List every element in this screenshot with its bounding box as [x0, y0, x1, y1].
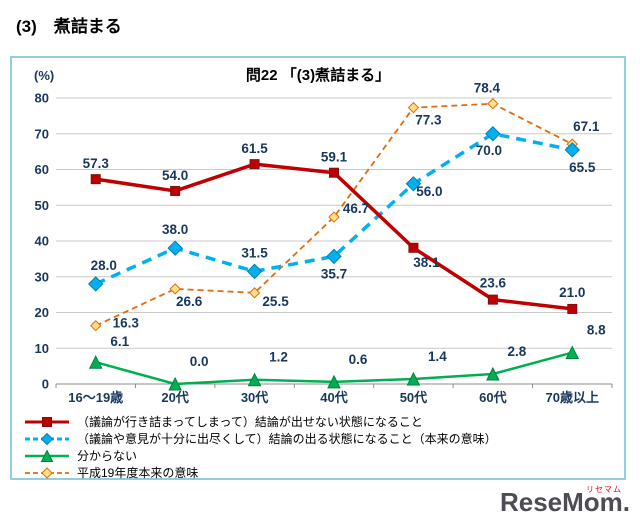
svg-text:50: 50 [35, 198, 49, 213]
svg-text:70歳以上: 70歳以上 [546, 390, 599, 405]
svg-text:1.2: 1.2 [269, 350, 288, 365]
svg-text:54.0: 54.0 [162, 168, 188, 183]
svg-text:23.6: 23.6 [480, 276, 507, 291]
svg-text:20代: 20代 [161, 390, 188, 405]
svg-text:77.3: 77.3 [415, 113, 442, 128]
svg-text:16〜19歳: 16〜19歳 [68, 390, 123, 405]
svg-text:60: 60 [35, 162, 49, 177]
legend-item: 平成19年度本来の意味 [24, 464, 624, 481]
svg-text:26.6: 26.6 [176, 294, 203, 309]
svg-text:78.4: 78.4 [474, 81, 501, 96]
chart-title: 問22 「(3)煮詰まる」 [245, 67, 391, 84]
resemom-logo-text: ReseMom. [499, 487, 630, 517]
svg-text:28.0: 28.0 [91, 258, 117, 273]
legend-item: 分からない [24, 447, 624, 464]
legend-marker-blue-diamond [25, 432, 69, 445]
svg-text:57.3: 57.3 [83, 156, 110, 171]
chart-legend: （議論が行き詰まってしまって）結論が出せない状態になること （議論や意見が十分に… [12, 410, 624, 481]
legend-item: （議論が行き詰まってしまって）結論が出せない状態になること [24, 413, 624, 430]
svg-text:31.5: 31.5 [241, 245, 268, 260]
legend-label: 分からない [77, 449, 138, 463]
svg-text:38.1: 38.1 [413, 255, 440, 270]
svg-text:65.5: 65.5 [569, 160, 596, 175]
svg-text:67.1: 67.1 [573, 119, 600, 134]
line-chart: 0 10 20 30 40 50 60 70 80 16〜19歳 20代 30代 40代 50代 60代 70… [35, 81, 613, 405]
svg-text:1.4: 1.4 [428, 349, 447, 364]
svg-text:0.6: 0.6 [349, 352, 368, 367]
svg-text:0.0: 0.0 [190, 354, 209, 369]
page-title: (3) 煮詰まる [16, 17, 122, 36]
svg-text:21.0: 21.0 [559, 285, 585, 300]
legend-marker-orange-diamond [25, 466, 69, 479]
legend-label: （議論や意見が十分に出尽くして）結論の出る状態になること（本来の意味） [77, 432, 497, 446]
resemom-logo-katakana: リセマム [586, 485, 622, 494]
svg-text:59.1: 59.1 [321, 150, 348, 165]
svg-text:61.5: 61.5 [241, 141, 268, 156]
y-axis-unit-label: (%) [34, 68, 55, 83]
resemom-logo: リセマム ReseMom. [499, 485, 630, 521]
svg-text:46.7: 46.7 [343, 201, 369, 216]
svg-text:0: 0 [42, 377, 49, 392]
svg-text:20: 20 [35, 305, 49, 320]
svg-text:35.7: 35.7 [321, 266, 347, 281]
svg-text:6.1: 6.1 [110, 334, 129, 349]
svg-text:70: 70 [35, 126, 49, 141]
svg-text:16.3: 16.3 [113, 316, 140, 331]
svg-text:56.0: 56.0 [416, 184, 442, 199]
svg-text:70.0: 70.0 [476, 143, 502, 158]
chart-frame: 問22 「(3)煮詰まる」 (%) 0 10 20 30 40 50 60 70 80 16〜19… [10, 56, 626, 480]
legend-item: （議論や意見が十分に出尽くして）結論の出る状態になること（本来の意味） [24, 430, 624, 447]
svg-text:25.5: 25.5 [262, 294, 289, 309]
svg-text:80: 80 [35, 91, 49, 106]
svg-text:2.8: 2.8 [507, 344, 526, 359]
legend-label: 平成19年度本来の意味 [77, 466, 199, 480]
svg-text:60代: 60代 [479, 390, 506, 405]
legend-marker-green-triangle [25, 448, 69, 462]
svg-text:30代: 30代 [241, 390, 268, 405]
svg-text:10: 10 [35, 341, 49, 356]
legend-label: （議論が行き詰まってしまって）結論が出せない状態になること [77, 415, 423, 429]
legend-marker-red-square [25, 416, 69, 427]
svg-text:50代: 50代 [400, 390, 427, 405]
svg-text:8.8: 8.8 [587, 323, 606, 338]
svg-text:38.0: 38.0 [162, 222, 188, 237]
svg-text:30: 30 [35, 269, 49, 284]
svg-text:40: 40 [35, 234, 49, 249]
svg-text:40代: 40代 [320, 390, 347, 405]
